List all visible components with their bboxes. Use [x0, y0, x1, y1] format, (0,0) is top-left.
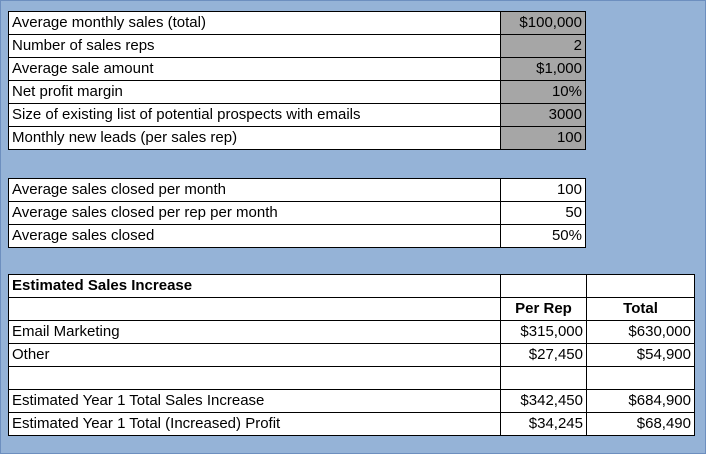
input-label[interactable]: Monthly new leads (per sales rep)	[8, 126, 501, 150]
input-label[interactable]: Net profit margin	[8, 80, 501, 104]
table-row: Per Rep Total	[8, 297, 695, 321]
closing-value[interactable]: 50	[500, 201, 586, 225]
table-row: Estimated Sales Increase	[8, 274, 695, 298]
table-row: Estimated Year 1 Total Sales Increase $3…	[8, 389, 695, 413]
per-rep-value[interactable]: $342,450	[500, 389, 587, 413]
closing-value[interactable]: 100	[500, 178, 586, 202]
total-value[interactable]: $54,900	[586, 343, 695, 367]
increase-table: Estimated Sales Increase Per Rep Total E…	[8, 274, 695, 436]
column-header-per-rep[interactable]: Per Rep	[500, 297, 587, 321]
input-value[interactable]: 3000	[500, 103, 586, 127]
row-label[interactable]: Estimated Year 1 Total (Increased) Profi…	[8, 412, 501, 436]
inputs-table: Average monthly sales (total) $100,000 N…	[8, 11, 586, 150]
column-header-total[interactable]: Total	[586, 297, 695, 321]
row-label[interactable]: Other	[8, 343, 501, 367]
table-row: Other $27,450 $54,900	[8, 343, 695, 367]
row-label[interactable]: Estimated Year 1 Total Sales Increase	[8, 389, 501, 413]
empty-cell[interactable]	[586, 366, 695, 390]
closing-label[interactable]: Average sales closed per rep per month	[8, 201, 501, 225]
empty-cell[interactable]	[500, 274, 587, 298]
closing-label[interactable]: Average sales closed per month	[8, 178, 501, 202]
closing-label[interactable]: Average sales closed	[8, 224, 501, 248]
input-value[interactable]: $1,000	[500, 57, 586, 81]
table-row: Size of existing list of potential prosp…	[8, 103, 586, 127]
input-value[interactable]: 100	[500, 126, 586, 150]
total-value[interactable]: $684,900	[586, 389, 695, 413]
closing-table: Average sales closed per month 100 Avera…	[8, 178, 586, 248]
table-row: Average sales closed per rep per month 5…	[8, 201, 586, 225]
empty-cell[interactable]	[8, 366, 501, 390]
input-value[interactable]: $100,000	[500, 11, 586, 35]
table-row: Average monthly sales (total) $100,000	[8, 11, 586, 35]
per-rep-value[interactable]: $315,000	[500, 320, 587, 344]
total-value[interactable]: $68,490	[586, 412, 695, 436]
empty-cell[interactable]	[500, 366, 587, 390]
table-row: Average sales closed 50%	[8, 224, 586, 248]
row-label[interactable]: Email Marketing	[8, 320, 501, 344]
input-label[interactable]: Average monthly sales (total)	[8, 11, 501, 35]
total-value[interactable]: $630,000	[586, 320, 695, 344]
empty-cell[interactable]	[586, 274, 695, 298]
section-title[interactable]: Estimated Sales Increase	[8, 274, 501, 298]
input-label[interactable]: Number of sales reps	[8, 34, 501, 58]
table-row: Email Marketing $315,000 $630,000	[8, 320, 695, 344]
table-row: Estimated Year 1 Total (Increased) Profi…	[8, 412, 695, 436]
input-value[interactable]: 2	[500, 34, 586, 58]
input-value[interactable]: 10%	[500, 80, 586, 104]
table-row: Average sale amount $1,000	[8, 57, 586, 81]
table-row: Number of sales reps 2	[8, 34, 586, 58]
input-label[interactable]: Size of existing list of potential prosp…	[8, 103, 501, 127]
input-label[interactable]: Average sale amount	[8, 57, 501, 81]
closing-value[interactable]: 50%	[500, 224, 586, 248]
per-rep-value[interactable]: $34,245	[500, 412, 587, 436]
table-row: Monthly new leads (per sales rep) 100	[8, 126, 586, 150]
empty-cell[interactable]	[8, 297, 501, 321]
table-row	[8, 366, 695, 390]
per-rep-value[interactable]: $27,450	[500, 343, 587, 367]
table-row: Net profit margin 10%	[8, 80, 586, 104]
table-row: Average sales closed per month 100	[8, 178, 586, 202]
